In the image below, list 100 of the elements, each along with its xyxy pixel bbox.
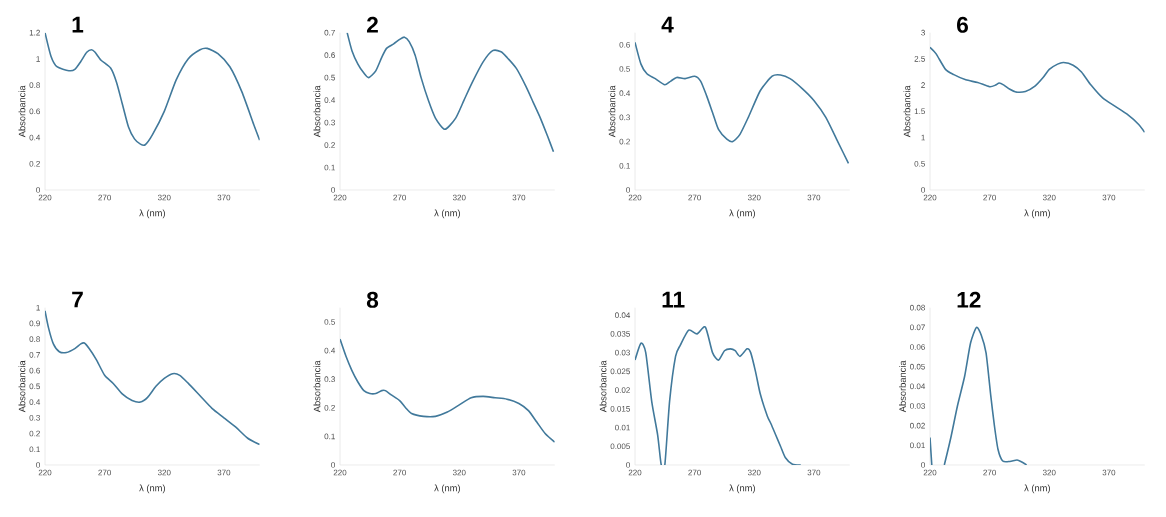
y-tick-label: 0.01 bbox=[615, 424, 630, 431]
y-tick-label: 1.2 bbox=[29, 29, 40, 36]
x-tick-label: 370 bbox=[1102, 194, 1116, 201]
y-tick-label: 0 bbox=[921, 462, 925, 468]
x-tick-label: 320 bbox=[157, 194, 171, 201]
line-series bbox=[346, 32, 555, 153]
x-tick-label: 270 bbox=[983, 469, 996, 476]
x-tick-label: 320 bbox=[1042, 469, 1056, 476]
y-tick-label: 0.5 bbox=[324, 74, 335, 81]
x-tick-label: 370 bbox=[807, 194, 821, 201]
y-tick-label: 0.025 bbox=[610, 368, 630, 375]
line-series bbox=[930, 46, 1145, 134]
chart-title: 4 bbox=[661, 16, 674, 33]
y-tick-label: 0 bbox=[626, 462, 630, 468]
x-axis-title: λ (nm) bbox=[729, 209, 755, 219]
y-tick-label: 0.4 bbox=[29, 134, 41, 141]
y-tick-label: 0.07 bbox=[910, 324, 925, 331]
x-axis-title: λ (nm) bbox=[1024, 484, 1050, 494]
line-series bbox=[635, 326, 802, 465]
x-tick-label: 320 bbox=[747, 194, 761, 201]
y-tick-label: 0.4 bbox=[619, 90, 631, 97]
y-tick-label: 0.4 bbox=[324, 97, 336, 103]
y-tick-label: 0.5 bbox=[29, 383, 40, 390]
x-tick-label: 220 bbox=[923, 194, 937, 201]
y-tick-label: 0.2 bbox=[324, 142, 335, 148]
x-tick-label: 270 bbox=[98, 469, 112, 476]
x-axis-title: λ (nm) bbox=[1024, 209, 1050, 219]
x-tick-label: 220 bbox=[38, 469, 52, 476]
y-tick-label: 0.4 bbox=[324, 347, 336, 354]
y-axis-title: Absorbancia bbox=[313, 85, 321, 138]
y-tick-label: 0.9 bbox=[29, 320, 40, 327]
x-tick-label: 220 bbox=[333, 469, 347, 476]
y-tick-label: 0.2 bbox=[29, 430, 40, 437]
y-tick-label: 0.5 bbox=[914, 160, 925, 167]
x-tick-label: 270 bbox=[98, 194, 112, 201]
x-tick-label: 270 bbox=[983, 194, 996, 201]
y-tick-label: 0.6 bbox=[29, 367, 40, 374]
y-tick-label: 0.6 bbox=[619, 41, 630, 48]
y-tick-label: 2.5 bbox=[914, 56, 925, 62]
x-tick-label: 370 bbox=[217, 469, 231, 476]
y-tick-label: 0 bbox=[331, 187, 335, 193]
y-tick-label: 2 bbox=[921, 82, 925, 88]
y-tick-label: 0.3 bbox=[619, 114, 630, 121]
chart-title: 6 bbox=[957, 16, 968, 33]
y-tick-label: 1 bbox=[36, 56, 40, 62]
y-axis-title: Absorbancia bbox=[18, 85, 26, 138]
x-tick-label: 220 bbox=[38, 194, 52, 201]
x-tick-label: 270 bbox=[688, 469, 701, 476]
y-tick-label: 0.6 bbox=[29, 108, 40, 115]
x-axis-title: λ (nm) bbox=[434, 484, 460, 494]
y-tick-label: 0.4 bbox=[29, 399, 41, 405]
y-tick-label: 0.08 bbox=[910, 304, 925, 311]
y-tick-label: 0.1 bbox=[29, 446, 40, 453]
y-tick-label: 0.015 bbox=[610, 405, 630, 412]
chart-title: 8 bbox=[366, 291, 379, 308]
x-axis-title: λ (nm) bbox=[139, 484, 165, 494]
y-tick-label: 0 bbox=[921, 187, 925, 193]
y-tick-label: 0.6 bbox=[324, 52, 335, 58]
chart-title: 12 bbox=[957, 291, 981, 308]
y-tick-label: 0.02 bbox=[615, 387, 630, 393]
x-tick-label: 370 bbox=[512, 194, 526, 201]
x-tick-label: 220 bbox=[333, 194, 347, 201]
y-tick-label: 0 bbox=[331, 462, 335, 468]
y-tick-label: 0.5 bbox=[619, 66, 630, 72]
y-tick-label: 0.1 bbox=[324, 164, 335, 171]
x-tick-label: 220 bbox=[628, 194, 642, 201]
y-tick-label: 1 bbox=[921, 134, 925, 141]
y-tick-label: 0.2 bbox=[29, 160, 40, 167]
y-tick-label: 0.005 bbox=[610, 443, 630, 450]
x-axis-title: λ (nm) bbox=[729, 484, 755, 494]
chart-title: 2 bbox=[366, 16, 378, 33]
y-tick-label: 0.1 bbox=[324, 433, 335, 440]
y-tick-label: 0.035 bbox=[610, 331, 630, 337]
y-tick-label: 0.04 bbox=[910, 383, 926, 390]
y-axis-title: Absorbancia bbox=[18, 360, 26, 413]
x-axis-title: λ (nm) bbox=[434, 209, 460, 219]
y-tick-label: 0.7 bbox=[324, 29, 335, 36]
y-axis-title: Absorbancia bbox=[903, 85, 911, 138]
y-tick-label: 0.5 bbox=[324, 319, 335, 325]
y-tick-label: 0.03 bbox=[615, 349, 630, 356]
y-tick-label: 0.8 bbox=[29, 82, 40, 88]
y-tick-label: 0.1 bbox=[619, 162, 630, 169]
y-tick-label: 0 bbox=[626, 187, 630, 193]
y-tick-label: 0.8 bbox=[29, 336, 40, 342]
x-tick-label: 320 bbox=[452, 194, 466, 201]
x-tick-label: 270 bbox=[393, 194, 406, 201]
line-series bbox=[340, 338, 555, 443]
y-tick-label: 3 bbox=[921, 29, 925, 36]
y-tick-label: 0.2 bbox=[619, 138, 630, 145]
x-tick-label: 320 bbox=[157, 469, 171, 476]
chart-title: 7 bbox=[72, 291, 83, 308]
y-tick-label: 0.02 bbox=[910, 422, 925, 429]
y-tick-label: 0.06 bbox=[910, 344, 925, 350]
y-tick-label: 0.01 bbox=[910, 442, 925, 449]
y-axis-title: Absorbancia bbox=[608, 85, 616, 138]
y-axis-title: Absorbancia bbox=[899, 360, 906, 413]
y-tick-label: 0 bbox=[36, 462, 40, 468]
x-tick-label: 370 bbox=[512, 469, 526, 476]
x-tick-label: 320 bbox=[747, 469, 761, 476]
y-tick-label: 0 bbox=[36, 187, 40, 193]
